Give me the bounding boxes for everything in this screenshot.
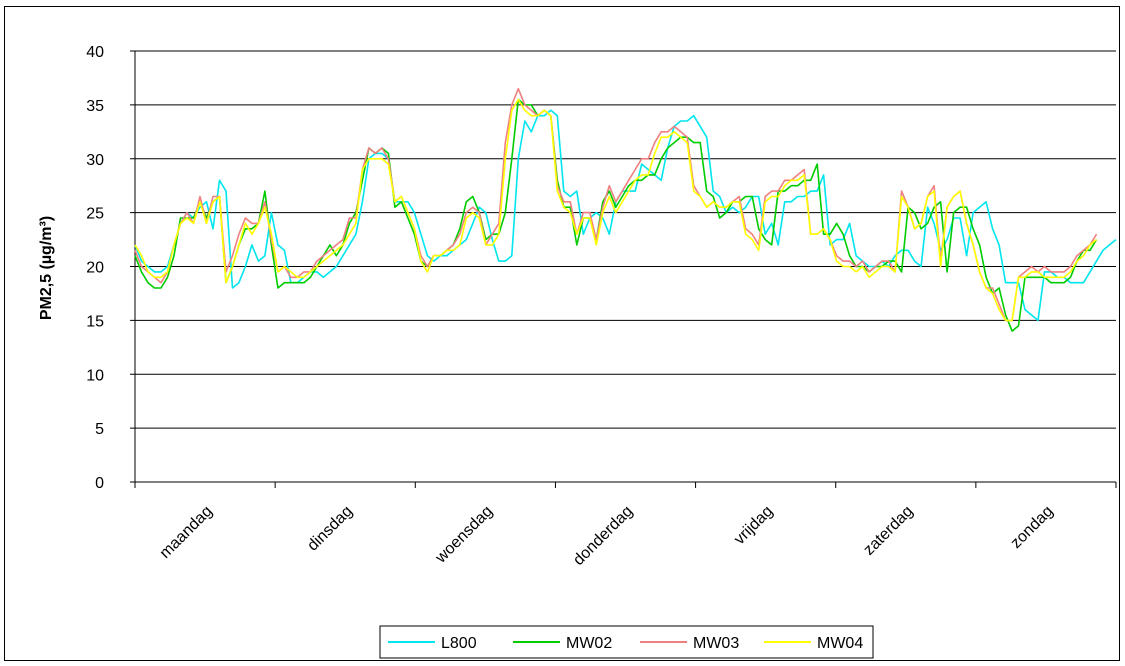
x-tick-label: dinsdag	[304, 503, 356, 555]
legend-label-mw04: MW04	[817, 635, 863, 652]
y-tick-label: 15	[86, 313, 104, 330]
x-axis-ticks: maandag dinsdag woensdag donderdag vrijdag za…	[134, 482, 1117, 569]
y-tick-label: 25	[86, 206, 104, 223]
y-tick-label: 10	[86, 367, 104, 384]
x-tick-label: woensdag	[432, 503, 496, 567]
series-lines	[134, 87, 1117, 332]
x-tick-label: zaterdag	[860, 503, 916, 559]
chart-frame	[4, 6, 1120, 661]
x-tick-label: zondag	[1008, 503, 1057, 552]
series-line-mw02	[134, 98, 1098, 332]
y-axis-label: PM2,5 (µg/m³)	[38, 216, 55, 320]
y-tick-label: 20	[86, 260, 104, 277]
x-tick-label: vrijdag	[731, 503, 776, 548]
gridlines	[134, 50, 1116, 483]
y-tick-label: 5	[95, 421, 104, 438]
x-tick-label: maandag	[157, 503, 216, 562]
x-tick-label: donderdag	[570, 503, 636, 569]
y-tick-label: 40	[86, 44, 104, 61]
y-tick-label: 0	[95, 475, 104, 492]
legend-label-mw03: MW03	[693, 635, 739, 652]
y-tick-label: 35	[86, 98, 104, 115]
legend-label-mw02: MW02	[566, 635, 612, 652]
legend-label-l800: L800	[441, 635, 477, 652]
legend: L800 MW02 MW03 MW04	[379, 625, 874, 659]
series-line-mw04	[134, 98, 1098, 322]
y-tick-label: 30	[86, 152, 104, 169]
y-axis-ticks: 0 5 10 15 20 25 30 35 40	[86, 44, 135, 492]
